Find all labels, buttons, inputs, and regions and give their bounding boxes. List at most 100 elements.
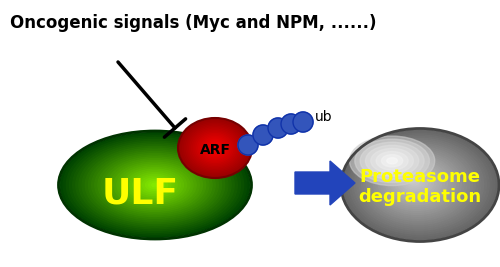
Ellipse shape (359, 142, 478, 226)
Ellipse shape (114, 162, 196, 208)
Ellipse shape (192, 129, 238, 167)
Ellipse shape (412, 179, 417, 183)
Ellipse shape (383, 159, 450, 207)
Ellipse shape (194, 131, 236, 165)
Ellipse shape (110, 160, 200, 210)
Ellipse shape (202, 138, 228, 158)
Ellipse shape (398, 169, 434, 195)
Ellipse shape (152, 183, 158, 187)
Ellipse shape (362, 144, 475, 224)
Ellipse shape (88, 148, 222, 222)
Ellipse shape (210, 144, 220, 152)
Ellipse shape (350, 135, 489, 234)
Ellipse shape (76, 141, 234, 229)
Ellipse shape (366, 147, 470, 220)
Ellipse shape (407, 176, 422, 187)
Ellipse shape (376, 154, 458, 213)
Ellipse shape (371, 150, 464, 216)
Ellipse shape (136, 175, 174, 195)
Ellipse shape (197, 134, 233, 163)
Ellipse shape (104, 157, 206, 213)
Ellipse shape (392, 166, 439, 199)
Ellipse shape (355, 139, 430, 182)
Ellipse shape (186, 125, 244, 171)
Ellipse shape (199, 135, 231, 161)
Ellipse shape (364, 145, 472, 222)
Circle shape (253, 125, 273, 145)
Ellipse shape (342, 130, 498, 240)
Circle shape (268, 118, 288, 138)
Ellipse shape (79, 143, 231, 227)
Ellipse shape (368, 149, 467, 218)
Ellipse shape (66, 136, 244, 234)
Ellipse shape (188, 126, 242, 170)
Text: Proteasome: Proteasome (360, 168, 480, 186)
Ellipse shape (92, 150, 218, 220)
Ellipse shape (395, 167, 436, 197)
Ellipse shape (117, 164, 193, 206)
Ellipse shape (179, 119, 251, 177)
Text: Oncogenic signals (Myc and NPM, ......): Oncogenic signals (Myc and NPM, ......) (10, 14, 376, 32)
Ellipse shape (63, 134, 247, 236)
Ellipse shape (378, 155, 456, 210)
Ellipse shape (70, 138, 240, 232)
Ellipse shape (409, 178, 420, 185)
Text: ub: ub (315, 110, 332, 124)
Ellipse shape (101, 155, 209, 215)
Ellipse shape (354, 139, 484, 230)
Ellipse shape (388, 162, 444, 203)
Ellipse shape (182, 122, 248, 174)
Ellipse shape (366, 145, 418, 176)
Ellipse shape (200, 136, 230, 160)
Ellipse shape (190, 128, 240, 168)
FancyArrow shape (295, 161, 355, 205)
Ellipse shape (204, 139, 226, 157)
Text: degradation: degradation (358, 188, 482, 206)
Ellipse shape (195, 132, 235, 164)
Circle shape (293, 112, 313, 132)
Ellipse shape (371, 148, 414, 173)
Ellipse shape (387, 158, 398, 164)
Ellipse shape (404, 174, 425, 189)
Ellipse shape (352, 137, 486, 232)
Ellipse shape (206, 141, 224, 155)
Circle shape (281, 114, 301, 134)
Ellipse shape (360, 142, 424, 179)
Ellipse shape (380, 157, 453, 209)
Ellipse shape (348, 134, 492, 236)
Ellipse shape (376, 151, 408, 170)
Ellipse shape (139, 176, 171, 194)
Ellipse shape (124, 167, 186, 202)
Ellipse shape (184, 123, 246, 173)
Ellipse shape (142, 178, 168, 192)
Ellipse shape (374, 152, 462, 214)
Ellipse shape (82, 145, 228, 225)
Ellipse shape (345, 132, 494, 238)
Ellipse shape (148, 182, 162, 189)
Ellipse shape (95, 152, 215, 218)
Ellipse shape (130, 171, 180, 199)
Ellipse shape (108, 159, 202, 211)
Ellipse shape (98, 154, 212, 217)
Ellipse shape (382, 155, 403, 167)
Ellipse shape (390, 164, 442, 201)
Ellipse shape (208, 142, 222, 154)
Ellipse shape (213, 147, 217, 150)
Ellipse shape (181, 120, 249, 175)
Ellipse shape (146, 180, 165, 190)
Ellipse shape (72, 139, 237, 230)
Ellipse shape (120, 166, 190, 204)
Ellipse shape (357, 140, 481, 228)
Ellipse shape (402, 172, 428, 191)
Ellipse shape (212, 145, 218, 151)
Text: ULF: ULF (102, 176, 178, 210)
Ellipse shape (133, 173, 177, 197)
Ellipse shape (386, 160, 448, 205)
Ellipse shape (350, 136, 434, 186)
Circle shape (238, 135, 258, 155)
Text: ARF: ARF (200, 143, 230, 157)
Ellipse shape (86, 147, 224, 223)
Ellipse shape (400, 171, 430, 193)
Ellipse shape (60, 132, 250, 238)
Ellipse shape (126, 169, 184, 201)
